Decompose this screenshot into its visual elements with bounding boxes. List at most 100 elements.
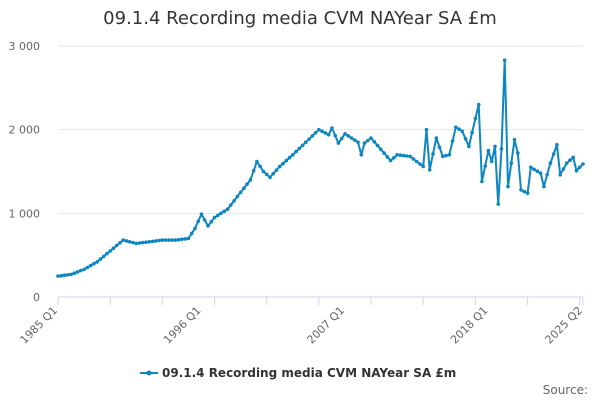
data-point[interactable] <box>480 179 484 184</box>
data-point[interactable] <box>330 126 334 130</box>
data-point[interactable] <box>82 267 86 272</box>
data-point[interactable] <box>183 237 187 241</box>
data-point[interactable] <box>395 153 399 157</box>
data-point[interactable] <box>66 273 70 277</box>
data-point[interactable] <box>160 238 165 242</box>
data-point[interactable] <box>271 171 276 176</box>
data-point[interactable] <box>398 153 403 157</box>
data-point[interactable] <box>375 143 380 148</box>
data-point[interactable] <box>114 243 119 248</box>
data-point[interactable] <box>571 155 575 160</box>
data-point[interactable] <box>92 261 96 266</box>
data-point[interactable] <box>564 161 569 165</box>
data-point[interactable] <box>264 172 269 177</box>
data-point[interactable] <box>388 158 393 163</box>
data-point[interactable] <box>88 263 93 268</box>
data-point[interactable] <box>59 273 64 278</box>
data-point[interactable] <box>101 254 106 259</box>
data-point[interactable] <box>173 238 178 242</box>
data-point[interactable] <box>79 268 83 273</box>
data-point[interactable] <box>284 158 289 163</box>
data-point[interactable] <box>349 136 354 140</box>
data-point[interactable] <box>509 161 514 165</box>
data-point[interactable] <box>219 211 223 216</box>
data-point[interactable] <box>551 152 556 156</box>
data-point[interactable] <box>238 190 243 195</box>
data-point[interactable] <box>444 153 448 158</box>
data-point[interactable] <box>212 215 217 220</box>
data-point[interactable] <box>108 249 112 253</box>
data-point[interactable] <box>141 240 145 245</box>
data-point[interactable] <box>346 134 351 138</box>
data-point[interactable] <box>431 152 435 156</box>
data-point[interactable] <box>255 159 259 164</box>
data-point[interactable] <box>313 131 318 135</box>
data-point[interactable] <box>105 251 109 256</box>
data-point[interactable] <box>134 241 139 246</box>
data-point[interactable] <box>401 153 406 158</box>
data-point[interactable] <box>258 164 263 169</box>
data-point[interactable] <box>118 241 122 245</box>
data-point[interactable] <box>297 146 302 151</box>
data-point[interactable] <box>382 151 386 155</box>
data-point[interactable] <box>167 238 171 242</box>
data-point[interactable] <box>326 132 331 137</box>
data-point[interactable] <box>369 136 373 140</box>
data-point[interactable] <box>476 102 481 107</box>
data-point[interactable] <box>493 144 497 149</box>
data-point[interactable] <box>307 137 311 141</box>
data-point[interactable] <box>163 238 168 242</box>
data-point[interactable] <box>150 239 155 244</box>
data-point[interactable] <box>483 164 488 168</box>
data-point[interactable] <box>229 203 233 207</box>
data-point[interactable] <box>519 188 523 192</box>
data-point[interactable] <box>411 157 416 161</box>
data-point[interactable] <box>379 147 383 152</box>
data-point[interactable] <box>202 218 207 222</box>
data-point[interactable] <box>385 155 390 159</box>
data-point[interactable] <box>359 153 364 157</box>
data-point[interactable] <box>581 162 585 166</box>
data-point[interactable] <box>489 159 494 164</box>
data-point[interactable] <box>75 270 80 274</box>
data-point[interactable] <box>362 141 367 145</box>
data-point[interactable] <box>62 273 67 278</box>
data-point[interactable] <box>538 171 543 175</box>
data-point[interactable] <box>499 147 504 151</box>
data-point[interactable] <box>95 260 99 264</box>
data-point[interactable] <box>121 238 125 242</box>
data-point[interactable] <box>111 246 116 251</box>
data-point[interactable] <box>437 145 442 149</box>
data-point[interactable] <box>460 129 465 134</box>
data-point[interactable] <box>343 132 347 136</box>
data-point[interactable] <box>457 127 461 131</box>
data-point[interactable] <box>206 224 210 228</box>
data-point[interactable] <box>434 136 439 140</box>
data-point[interactable] <box>216 213 220 218</box>
data-point[interactable] <box>418 162 422 166</box>
data-point[interactable] <box>268 175 272 180</box>
data-point[interactable] <box>56 274 60 278</box>
data-point[interactable] <box>372 140 377 144</box>
data-point[interactable] <box>561 167 566 171</box>
data-point[interactable] <box>548 161 553 165</box>
data-point[interactable] <box>127 240 132 244</box>
data-point[interactable] <box>424 127 429 132</box>
data-point[interactable] <box>529 165 533 170</box>
data-point[interactable] <box>333 133 338 138</box>
data-point[interactable] <box>447 153 452 157</box>
data-point[interactable] <box>193 226 197 231</box>
data-point[interactable] <box>320 129 324 134</box>
data-point[interactable] <box>366 138 370 143</box>
data-point[interactable] <box>137 241 142 245</box>
data-point[interactable] <box>545 173 549 177</box>
data-point[interactable] <box>245 182 249 186</box>
data-point[interactable] <box>568 158 572 162</box>
data-point[interactable] <box>558 173 562 177</box>
data-point[interactable] <box>516 151 520 155</box>
data-point[interactable] <box>427 168 432 172</box>
data-point[interactable] <box>72 271 77 276</box>
data-point[interactable] <box>574 168 579 173</box>
data-point[interactable] <box>506 184 510 189</box>
data-point[interactable] <box>180 237 184 242</box>
